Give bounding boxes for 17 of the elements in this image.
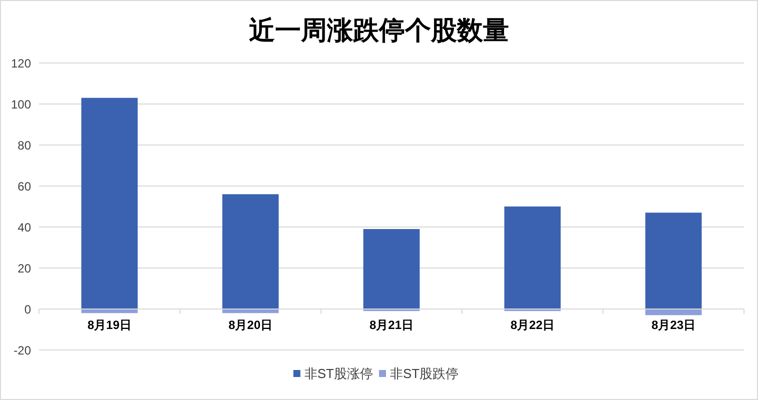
- x-tick: 8月20日: [228, 318, 273, 332]
- legend-label: 非ST股涨停: [304, 366, 373, 381]
- y-tick: 60: [18, 180, 31, 194]
- x-tick: 8月23日: [651, 318, 696, 332]
- y-tick: 0: [24, 302, 31, 316]
- x-tick: 8月19日: [87, 318, 132, 332]
- y-tick: 80: [18, 138, 31, 152]
- y-tick: 20: [18, 262, 31, 276]
- legend-label: 非ST股跌停: [390, 366, 459, 381]
- y-tick: 120: [10, 56, 31, 70]
- legend: 非ST股涨停 非ST股跌停: [293, 366, 459, 381]
- title: 近一周涨跌停个股数量: [249, 15, 509, 45]
- x-tick: 8月22日: [510, 318, 555, 332]
- y-tick: 40: [18, 220, 31, 234]
- y-tick: 100: [10, 98, 31, 112]
- x-tick: 8月21日: [369, 318, 414, 332]
- y-tick: -20: [14, 344, 31, 358]
